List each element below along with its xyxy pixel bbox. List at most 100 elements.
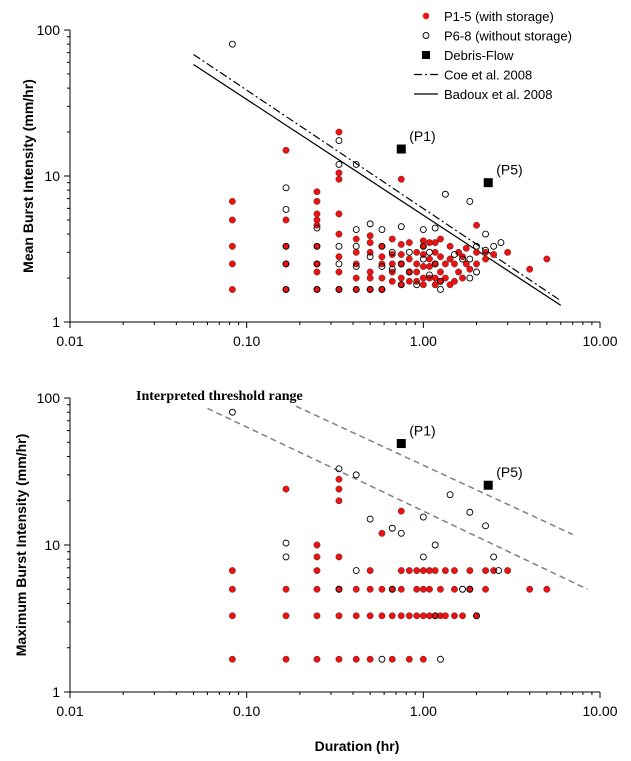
- y-tick-label: 1: [52, 684, 60, 700]
- data-point-without-storage: [335, 286, 343, 293]
- data-point-with-storage: [426, 239, 433, 246]
- data-point-with-storage: [413, 248, 421, 256]
- data-point-without-storage: [352, 263, 360, 270]
- data-point-without-storage: [282, 206, 290, 213]
- legend-label: P6-8 (without storage): [444, 29, 572, 44]
- mean-burst-intensity-chart: 0.01 0.10 1.00 10.00 1 10 100 (P1) (P5) Mean Bu…: [20, 9, 618, 349]
- data-point-with-storage: [397, 612, 405, 620]
- data-point-without-storage: [497, 239, 505, 247]
- data-point-with-storage: [405, 277, 413, 285]
- data-point-without-storage: [388, 524, 396, 532]
- data-point-without-storage: [466, 585, 474, 593]
- data-point-without-storage: [352, 160, 360, 168]
- data-point-with-storage: [462, 260, 470, 268]
- data-point-with-storage: [405, 655, 413, 663]
- data-point-with-storage: [543, 255, 551, 263]
- data-point-with-storage: [388, 277, 396, 285]
- data-point-with-storage: [466, 265, 474, 273]
- data-point-with-storage: [366, 567, 374, 574]
- data-point-without-storage: [473, 242, 480, 250]
- data-point-without-storage: [313, 286, 321, 293]
- data-point-without-storage: [388, 248, 396, 256]
- data-point-without-storage: [366, 286, 374, 293]
- x-tick-label: 0.10: [233, 333, 260, 349]
- data-point-without-storage: [228, 408, 236, 416]
- data-point-with-storage: [378, 274, 386, 282]
- legend-entry: Coe et al. 2008: [414, 68, 532, 83]
- data-point-with-storage: [526, 265, 534, 273]
- badoux-et-al-2008-line: [193, 64, 562, 306]
- data-point-without-storage: [352, 567, 360, 575]
- data-point-without-storage: [282, 539, 290, 547]
- data-point-with-storage: [282, 146, 290, 154]
- data-point-with-storage: [413, 567, 421, 574]
- data-point-with-storage: [419, 655, 427, 663]
- data-point-without-storage: [482, 246, 490, 254]
- data-point-with-storage: [366, 239, 374, 246]
- x-tick-label: 10.00: [582, 703, 617, 719]
- data-point-with-storage: [388, 655, 396, 663]
- data-point-with-storage: [335, 612, 343, 620]
- data-point-with-storage: [313, 553, 321, 561]
- legend-entry: Badoux et al. 2008: [414, 87, 552, 102]
- data-point-without-storage: [419, 226, 427, 233]
- data-point-with-storage: [335, 485, 343, 493]
- data-point-with-storage: [419, 612, 427, 620]
- data-point-with-storage: [397, 567, 405, 574]
- data-point-without-storage: [313, 224, 321, 232]
- data-point-with-storage: [228, 655, 236, 663]
- data-point-without-storage: [335, 260, 343, 268]
- data-point-with-storage: [431, 281, 439, 289]
- data-point-with-storage: [228, 585, 236, 593]
- data-point-without-storage: [397, 281, 405, 289]
- data-point-with-storage: [335, 497, 343, 505]
- data-point-with-storage: [405, 567, 413, 574]
- data-point-without-storage: [282, 260, 290, 268]
- data-point-with-storage: [459, 253, 466, 261]
- data-point-without-storage: [378, 286, 386, 293]
- data-point-without-storage: [282, 242, 290, 250]
- data-point-without-storage: [378, 242, 386, 250]
- data-point-without-storage: [466, 274, 474, 282]
- data-point-without-storage: [366, 515, 374, 523]
- data-point-with-storage: [313, 210, 321, 218]
- data-point-with-storage: [352, 274, 360, 282]
- data-point-with-storage: [413, 260, 421, 268]
- y-tick-label: 10: [44, 537, 60, 553]
- data-point-debris-flow: [483, 178, 493, 188]
- data-point-with-storage: [352, 612, 360, 620]
- data-point-with-storage: [335, 175, 343, 183]
- data-point-with-storage: [437, 253, 444, 261]
- data-point-with-storage: [543, 585, 551, 593]
- x-tick-label: 1.00: [410, 333, 437, 349]
- data-point-with-storage: [451, 260, 458, 268]
- data-point-with-storage: [437, 268, 444, 276]
- data-point-with-storage: [426, 612, 433, 620]
- data-point-with-storage: [335, 253, 343, 261]
- data-point-with-storage: [397, 251, 405, 258]
- data-point-with-storage: [397, 585, 405, 593]
- data-point-without-storage: [313, 260, 321, 268]
- data-point-without-storage: [466, 255, 474, 263]
- axes-top: 0.01 0.10 1.00 10.00 1 10 100: [37, 22, 618, 349]
- data-point-without-storage: [459, 255, 466, 263]
- x-tick-label: 1.00: [410, 703, 437, 719]
- data-point-with-storage: [504, 567, 512, 574]
- data-point-with-storage: [282, 216, 290, 224]
- threshold-lines-top: [193, 53, 562, 306]
- data-point-with-storage: [466, 567, 474, 574]
- data-point-with-storage: [366, 612, 374, 620]
- data-point-with-storage: [455, 268, 462, 276]
- data-point-with-storage: [366, 585, 374, 593]
- data-point-without-storage: [473, 268, 480, 276]
- data-point-with-storage: [473, 221, 480, 229]
- data-point-with-storage: [388, 260, 396, 268]
- data-point-with-storage: [388, 235, 396, 243]
- data-point-with-storage: [431, 248, 439, 256]
- data-point-without-storage: [282, 286, 290, 293]
- data-point-without-storage: [397, 260, 405, 268]
- data-point-with-storage: [313, 585, 321, 593]
- data-point-with-storage: [335, 169, 343, 177]
- data-point-with-storage: [413, 612, 421, 620]
